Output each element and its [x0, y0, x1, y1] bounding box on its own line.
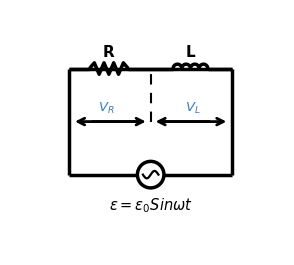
Text: $V_L$: $V_L$ [185, 101, 200, 117]
Text: $V_R$: $V_R$ [98, 101, 115, 117]
Text: R: R [103, 45, 115, 60]
Text: $\varepsilon=\varepsilon_0 Sin\omega t$: $\varepsilon=\varepsilon_0 Sin\omega t$ [109, 197, 193, 215]
Text: L: L [186, 45, 195, 60]
